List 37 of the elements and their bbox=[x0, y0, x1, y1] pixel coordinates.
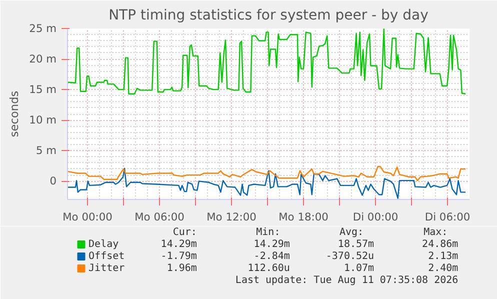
legend-label: Jitter bbox=[88, 263, 125, 274]
x-tick-label: Mo 18:00 bbox=[278, 210, 329, 224]
text: Cur: bbox=[172, 227, 197, 238]
text: 1.96m bbox=[166, 263, 197, 274]
y-tick-label: 25 m bbox=[29, 22, 56, 35]
chart-title: NTP timing statistics for system peer - by day bbox=[108, 8, 428, 24]
y-tick-label: 20 m bbox=[29, 52, 56, 66]
x-tick-label: Di 00:00 bbox=[352, 210, 398, 224]
text: -1.79m bbox=[160, 251, 197, 262]
text: 112.60u bbox=[248, 263, 290, 274]
y-axis-title: seconds bbox=[7, 90, 22, 138]
y-tick-label: 5 m bbox=[36, 144, 57, 158]
legend-label: Offset bbox=[88, 251, 125, 262]
x-tick-label: Mo 12:00 bbox=[206, 210, 257, 224]
text: Last update: Tue Aug 11 07:35:08 2026 bbox=[235, 275, 458, 286]
text: 14.29m bbox=[254, 239, 290, 250]
text: 2.40m bbox=[428, 263, 458, 274]
x-tick-label: Mo 00:00 bbox=[62, 210, 113, 224]
text: -2.84m bbox=[254, 251, 290, 262]
line-series bbox=[68, 168, 466, 199]
text: 14.29m bbox=[160, 239, 197, 250]
text: 1.07m bbox=[344, 263, 374, 274]
line-series bbox=[68, 166, 466, 182]
x-tick-label: Di 06:00 bbox=[424, 210, 470, 224]
text: 18.57m bbox=[338, 239, 374, 250]
line-series bbox=[68, 28, 466, 94]
text: Max: bbox=[424, 227, 448, 238]
y-tick-label: 0 bbox=[50, 174, 57, 188]
legend-label: Delay bbox=[88, 239, 119, 250]
text: Min: bbox=[256, 227, 280, 238]
text: -370.52u bbox=[326, 251, 374, 262]
y-tick-label: 15 m bbox=[29, 83, 56, 96]
x-tick-label: Mo 06:00 bbox=[134, 210, 185, 224]
y-tick-label: 10 m bbox=[29, 114, 56, 127]
text: Avg: bbox=[339, 227, 364, 238]
text: 24.86m bbox=[422, 239, 458, 250]
text: 2.13m bbox=[428, 251, 458, 262]
